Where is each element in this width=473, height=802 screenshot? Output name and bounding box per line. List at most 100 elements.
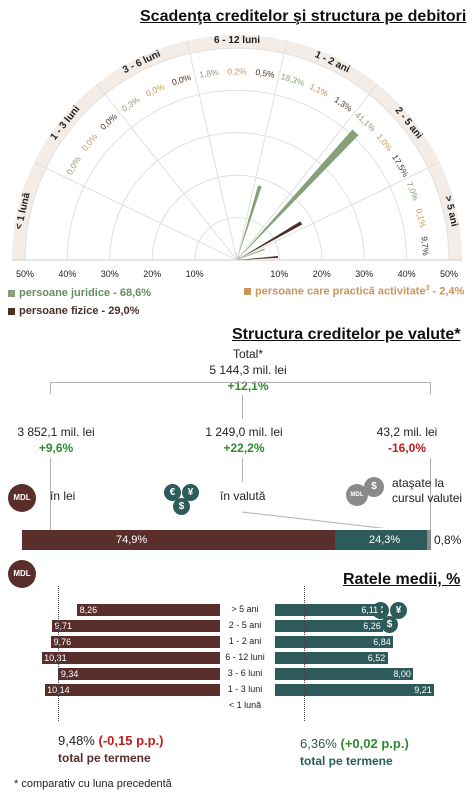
series-value-label: 0,0% (98, 111, 119, 132)
dollar-icon: $ (173, 498, 190, 515)
bar-lei-label: 74,9% (116, 534, 148, 546)
curs-label: ataşate la cursul valutei (392, 476, 463, 505)
bar-curs-label: 0,8% (434, 533, 462, 547)
rate-bar-lei: 9,76 (51, 636, 220, 648)
dollar-icon-grey: $ (364, 477, 384, 497)
valuta-total-change: (+0,02 p.p.) (340, 736, 409, 751)
series-bar (236, 258, 237, 260)
bar-valuta-label: 24,3% (369, 534, 401, 546)
rate-bar-lei: 9,34 (58, 668, 220, 680)
series-value-label: 7,0% (405, 180, 422, 202)
tree-connector (50, 458, 51, 530)
euro-icon: € (164, 484, 181, 501)
tree-connector (242, 395, 243, 419)
lei-node: 3 852,1 mil. lei +9,6% (6, 424, 106, 456)
bar-curs (427, 530, 431, 550)
valuta-total-label: total pe termene (300, 754, 393, 768)
series-value-label: 0,0% (79, 131, 99, 153)
curs-change: -16,0% (387, 441, 427, 455)
grid-spoke (34, 161, 238, 261)
lei-change: +9,6% (38, 441, 74, 455)
series-value-label: 0,2% (227, 66, 247, 76)
mdl-icon: MDL (8, 484, 36, 512)
series-value-label: 1,8% (199, 67, 220, 80)
series-value-label: 0,0% (171, 72, 193, 87)
radial-tick-label: 10% (186, 269, 204, 279)
mdl-icon-grey: MDL (346, 484, 368, 506)
series-bar (237, 255, 240, 260)
curs-node: 43,2 mil. lei -16,0% (352, 424, 462, 456)
lei-label: în lei (50, 489, 76, 503)
tree-connector (430, 382, 431, 394)
yen-icon: ¥ (182, 484, 199, 501)
rate-bar-valuta: 9,21 (275, 684, 435, 696)
radial-tick-label: 50% (440, 269, 458, 279)
legend-label-activitate-sup: 3 (425, 285, 430, 292)
dollar-icon: $ (381, 616, 398, 633)
currency-coins-icon: € ¥ $ (164, 484, 204, 516)
valuta-node: 1 249,0 mil. lei +22,2% (194, 424, 294, 456)
radial-tick-label: 40% (58, 269, 76, 279)
legend-swatch-fizice (8, 307, 15, 315)
total-label: Total* (232, 347, 264, 361)
radial-tick-label: 20% (143, 269, 161, 279)
grid-spoke (236, 161, 440, 261)
rate-term-label: 3 - 6 luni (227, 668, 263, 678)
total-node: Total* 5 144,3 mil. lei +12,1% (188, 346, 308, 394)
legend-label-juridice: persoane juridice - 68,6% (19, 287, 152, 299)
radial-tick-label: 40% (398, 269, 416, 279)
rate-bar-lei: 9,71 (52, 620, 220, 632)
yen-icon: ¥ (390, 602, 407, 619)
rate-bar-valuta: 8,00 (275, 668, 414, 680)
lei-total-value: 9,48% (58, 733, 95, 748)
valuta-value: 1 249,0 mil. lei (205, 425, 283, 439)
currency-structure-title: Structura creditelor pe valute* (232, 326, 461, 343)
tree-connector (242, 458, 243, 482)
legend-activitate: persoane care practică activitate3 - 2,4… (244, 285, 464, 298)
series-bar (237, 257, 241, 260)
series-value-label: 18,3% (280, 71, 306, 88)
legend-label-fizice: persoane fizice - 29,0% (19, 305, 140, 317)
series-bar (237, 248, 265, 260)
rate-dotted-line-valuta (304, 586, 305, 721)
series-value-label: 1,1% (308, 81, 330, 99)
rate-bar-lei: 10,31 (41, 652, 220, 664)
rates-chart: > 5 ani 8,26 6,11 2 - 5 ani 9,71 6,26 1 - … (0, 586, 473, 725)
series-value-label: 0,0% (64, 154, 83, 176)
rate-bar-valuta: 6,52 (275, 652, 388, 664)
lei-total-change: (-0,15 p.p.) (98, 733, 164, 748)
legend-fizice: persoane fizice - 29,0% (8, 305, 139, 317)
radial-tick-label: 20% (313, 269, 331, 279)
grid-arc (109, 132, 365, 261)
rate-bar-valuta: 6,26 (275, 620, 384, 632)
tree-connector (50, 382, 51, 394)
rate-bar-valuta: 6,11 (275, 604, 381, 616)
series-bar (237, 255, 279, 260)
radial-tick-label: 30% (355, 269, 373, 279)
total-value: 5 144,3 mil. lei (209, 363, 287, 377)
series-value-label: 0,0% (144, 81, 166, 99)
radial-tick-label: 10% (270, 269, 288, 279)
grid-spoke (96, 83, 238, 261)
series-value-label: 0,3% (120, 94, 142, 113)
series-value-label: 1,0% (375, 132, 395, 154)
valuta-connector (241, 511, 386, 528)
series-value-label: 0,5% (255, 67, 276, 80)
legend-juridice: persoane juridice - 68,6% (8, 287, 151, 299)
series-bar (237, 129, 359, 260)
rate-dotted-line-lei (58, 586, 59, 721)
total-change: +12,1% (227, 379, 269, 393)
series-bar (235, 252, 237, 260)
rate-bar-valuta: 6,84 (275, 636, 394, 648)
rate-term-label: < 1 lună (228, 700, 262, 710)
category-label: 1 - 3 luni (49, 104, 83, 143)
grid-spoke (236, 40, 288, 261)
radial-tick-label: 50% (16, 269, 34, 279)
valuta-total-value: 6,36% (300, 736, 337, 751)
series-value-label: 0,1% (414, 207, 428, 229)
series-value-label: 9,7% (420, 236, 431, 257)
rate-term-label: 1 - 2 ani (228, 636, 262, 646)
valuta-label: în valută (220, 489, 266, 503)
outer-ring (12, 35, 462, 261)
